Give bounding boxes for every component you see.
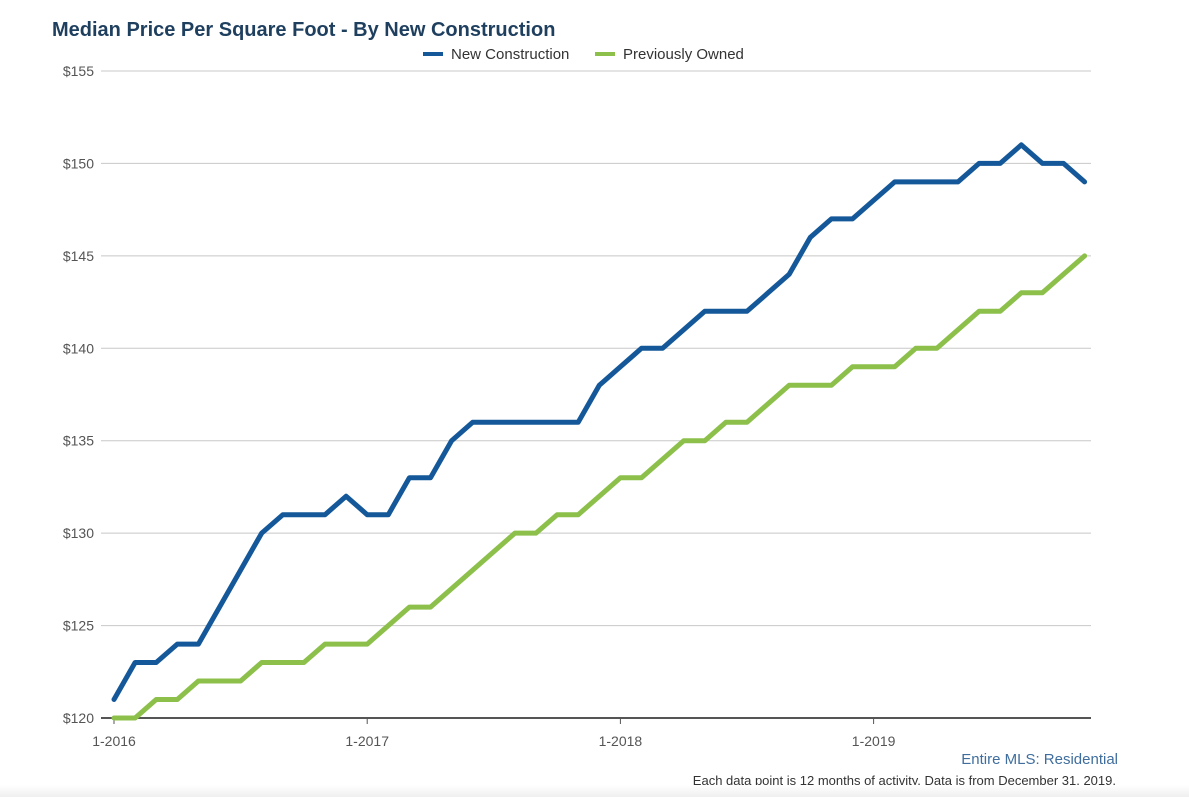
y-tick-label: $135 xyxy=(63,433,94,449)
gridlines xyxy=(101,70,1091,627)
legend-swatch-new-construction xyxy=(423,52,443,56)
legend-item-new-construction[interactable]: New Construction xyxy=(423,46,569,63)
x-tick-label: 1-2019 xyxy=(852,733,896,749)
y-tick-label: $150 xyxy=(63,155,94,171)
legend-label-previously-owned: Previously Owned xyxy=(623,46,744,63)
y-tick-label: $145 xyxy=(63,248,94,264)
data-footnote: Each data point is 12 months of activity… xyxy=(693,773,1116,788)
x-tick-label: 1-2016 xyxy=(92,733,136,749)
legend: New Construction Previously Owned xyxy=(423,46,744,63)
x-axis: 1-2016 1-2017 1-2018 1-2019 xyxy=(92,717,1091,749)
y-tick-label: $120 xyxy=(63,710,94,726)
x-tick-label: 1-2017 xyxy=(345,733,389,749)
y-tick-label: $125 xyxy=(63,618,94,634)
series-lines xyxy=(111,142,1088,721)
legend-item-previously-owned[interactable]: Previously Owned xyxy=(595,46,744,63)
series-line-new-construction[interactable] xyxy=(111,142,1088,702)
chart-title: Median Price Per Square Foot - By New Co… xyxy=(52,19,555,41)
x-tick-label: 1-2018 xyxy=(599,733,643,749)
series-line-previously-owned[interactable] xyxy=(111,253,1088,721)
bottom-fade xyxy=(0,785,1189,797)
region-label: Entire MLS: Residential xyxy=(961,751,1118,768)
y-tick-label: $155 xyxy=(63,63,94,79)
y-tick-label: $130 xyxy=(63,525,94,541)
legend-label-new-construction: New Construction xyxy=(451,46,569,63)
y-axis: $120 $125 $130 $135 $140 $145 $150 $155 xyxy=(63,63,94,726)
legend-swatch-previously-owned xyxy=(595,52,615,56)
y-tick-label: $140 xyxy=(63,340,94,356)
